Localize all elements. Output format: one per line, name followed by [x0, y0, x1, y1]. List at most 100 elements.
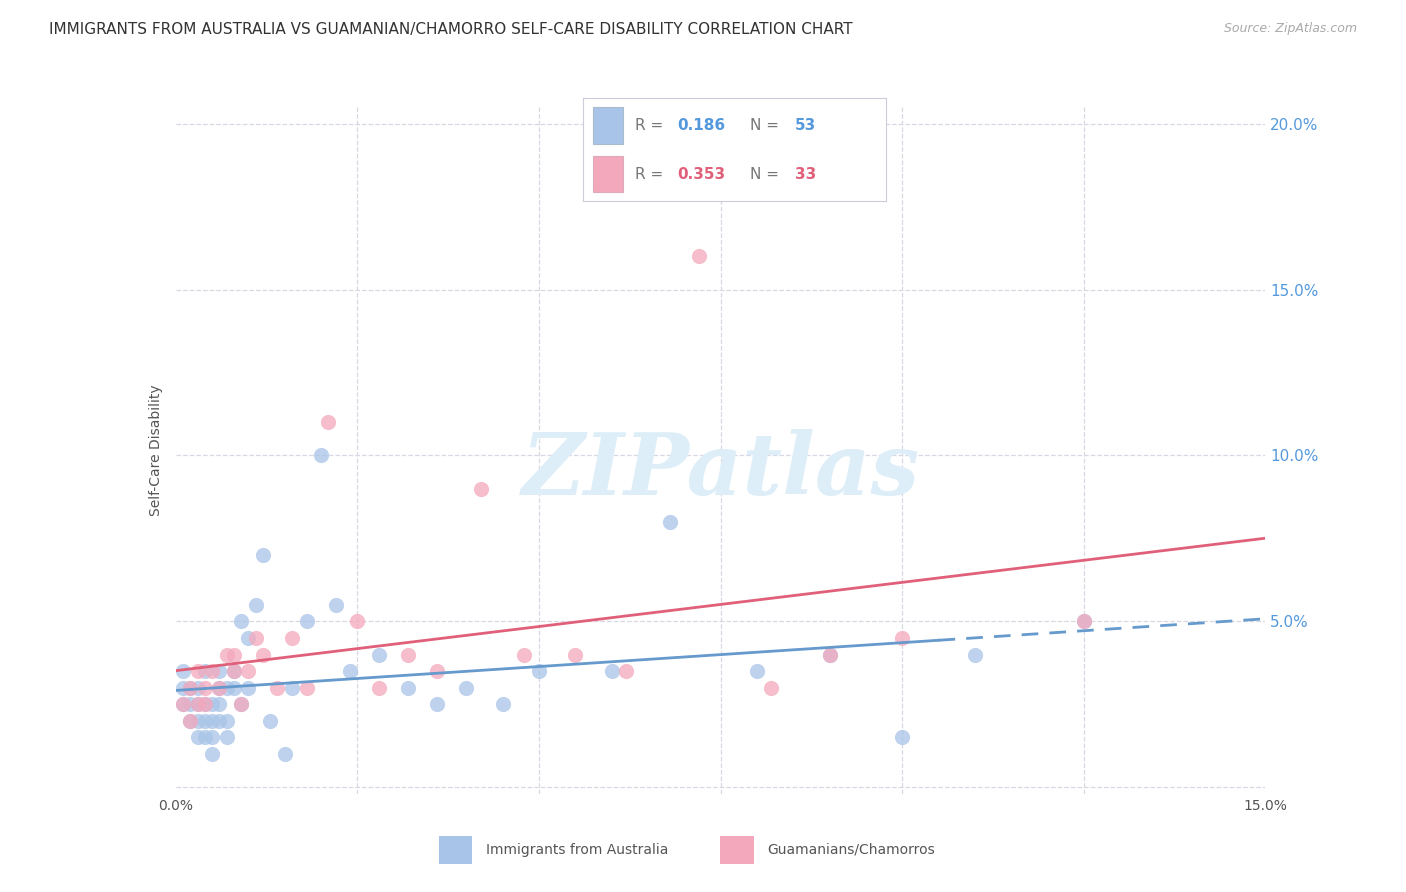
Point: [201, 714, 224, 728]
Point: [231, 615, 253, 629]
Text: R =: R =: [636, 119, 668, 133]
Point: [309, 449, 332, 463]
Point: [215, 648, 238, 662]
Point: [208, 714, 231, 728]
Point: [208, 681, 231, 695]
Point: [186, 731, 209, 745]
Point: [259, 714, 281, 728]
Point: [186, 681, 209, 695]
Point: [172, 698, 194, 712]
Point: [368, 681, 391, 695]
Point: [238, 664, 260, 678]
Point: [600, 664, 623, 678]
Point: [222, 664, 245, 678]
Point: [172, 681, 194, 695]
Point: [470, 482, 492, 496]
Point: [281, 681, 304, 695]
Point: [492, 698, 515, 712]
Point: [208, 698, 231, 712]
Point: [1073, 615, 1095, 629]
Point: [201, 664, 224, 678]
Point: [194, 698, 217, 712]
Point: [527, 664, 550, 678]
Point: [318, 415, 340, 429]
Point: [1073, 615, 1095, 629]
Text: 33: 33: [796, 167, 817, 182]
Point: [201, 731, 224, 745]
Point: [281, 631, 304, 645]
Point: [368, 648, 391, 662]
Point: [252, 548, 274, 562]
Point: [266, 681, 288, 695]
Point: [215, 714, 238, 728]
Point: [426, 664, 449, 678]
Point: [346, 615, 368, 629]
Point: [238, 631, 260, 645]
FancyBboxPatch shape: [592, 155, 623, 193]
Text: N =: N =: [749, 167, 783, 182]
Point: [194, 664, 217, 678]
Text: Immigrants from Australia: Immigrants from Australia: [486, 843, 669, 856]
Text: 0.186: 0.186: [678, 119, 725, 133]
Point: [325, 598, 347, 612]
Point: [222, 648, 245, 662]
Point: [891, 631, 914, 645]
Point: [172, 664, 194, 678]
FancyBboxPatch shape: [720, 836, 754, 863]
Point: [231, 698, 253, 712]
Point: [396, 648, 419, 662]
Text: Source: ZipAtlas.com: Source: ZipAtlas.com: [1223, 22, 1357, 36]
Point: [245, 631, 267, 645]
Point: [396, 681, 419, 695]
Point: [456, 681, 478, 695]
Point: [215, 681, 238, 695]
Point: [295, 681, 318, 695]
FancyBboxPatch shape: [592, 107, 623, 145]
Point: [745, 664, 768, 678]
Text: R =: R =: [636, 167, 668, 182]
Point: [891, 731, 914, 745]
Point: [274, 747, 297, 761]
Point: [818, 648, 841, 662]
Point: [208, 664, 231, 678]
Point: [179, 698, 201, 712]
Text: Guamanians/Chamorros: Guamanians/Chamorros: [768, 843, 935, 856]
Point: [222, 681, 245, 695]
Text: 0.353: 0.353: [678, 167, 725, 182]
Point: [231, 698, 253, 712]
Point: [194, 731, 217, 745]
Point: [186, 698, 209, 712]
Point: [818, 648, 841, 662]
FancyBboxPatch shape: [439, 836, 472, 863]
Point: [245, 598, 267, 612]
Point: [194, 714, 217, 728]
Point: [513, 648, 536, 662]
Point: [179, 714, 201, 728]
Point: [179, 714, 201, 728]
Text: 53: 53: [796, 119, 817, 133]
Y-axis label: Self-Care Disability: Self-Care Disability: [149, 384, 163, 516]
Point: [179, 681, 201, 695]
Point: [688, 249, 710, 263]
Point: [194, 698, 217, 712]
Point: [658, 515, 681, 529]
Point: [238, 681, 260, 695]
Point: [564, 648, 586, 662]
Text: ZIPatlas: ZIPatlas: [522, 429, 920, 513]
Point: [222, 664, 245, 678]
Point: [252, 648, 274, 662]
Point: [295, 615, 318, 629]
Point: [215, 731, 238, 745]
Point: [194, 681, 217, 695]
Point: [179, 681, 201, 695]
Text: N =: N =: [749, 119, 783, 133]
Point: [186, 714, 209, 728]
Point: [186, 698, 209, 712]
Point: [172, 698, 194, 712]
Point: [339, 664, 361, 678]
Text: IMMIGRANTS FROM AUSTRALIA VS GUAMANIAN/CHAMORRO SELF-CARE DISABILITY CORRELATION: IMMIGRANTS FROM AUSTRALIA VS GUAMANIAN/C…: [49, 22, 853, 37]
Point: [201, 698, 224, 712]
Point: [426, 698, 449, 712]
Point: [201, 747, 224, 761]
Point: [208, 681, 231, 695]
